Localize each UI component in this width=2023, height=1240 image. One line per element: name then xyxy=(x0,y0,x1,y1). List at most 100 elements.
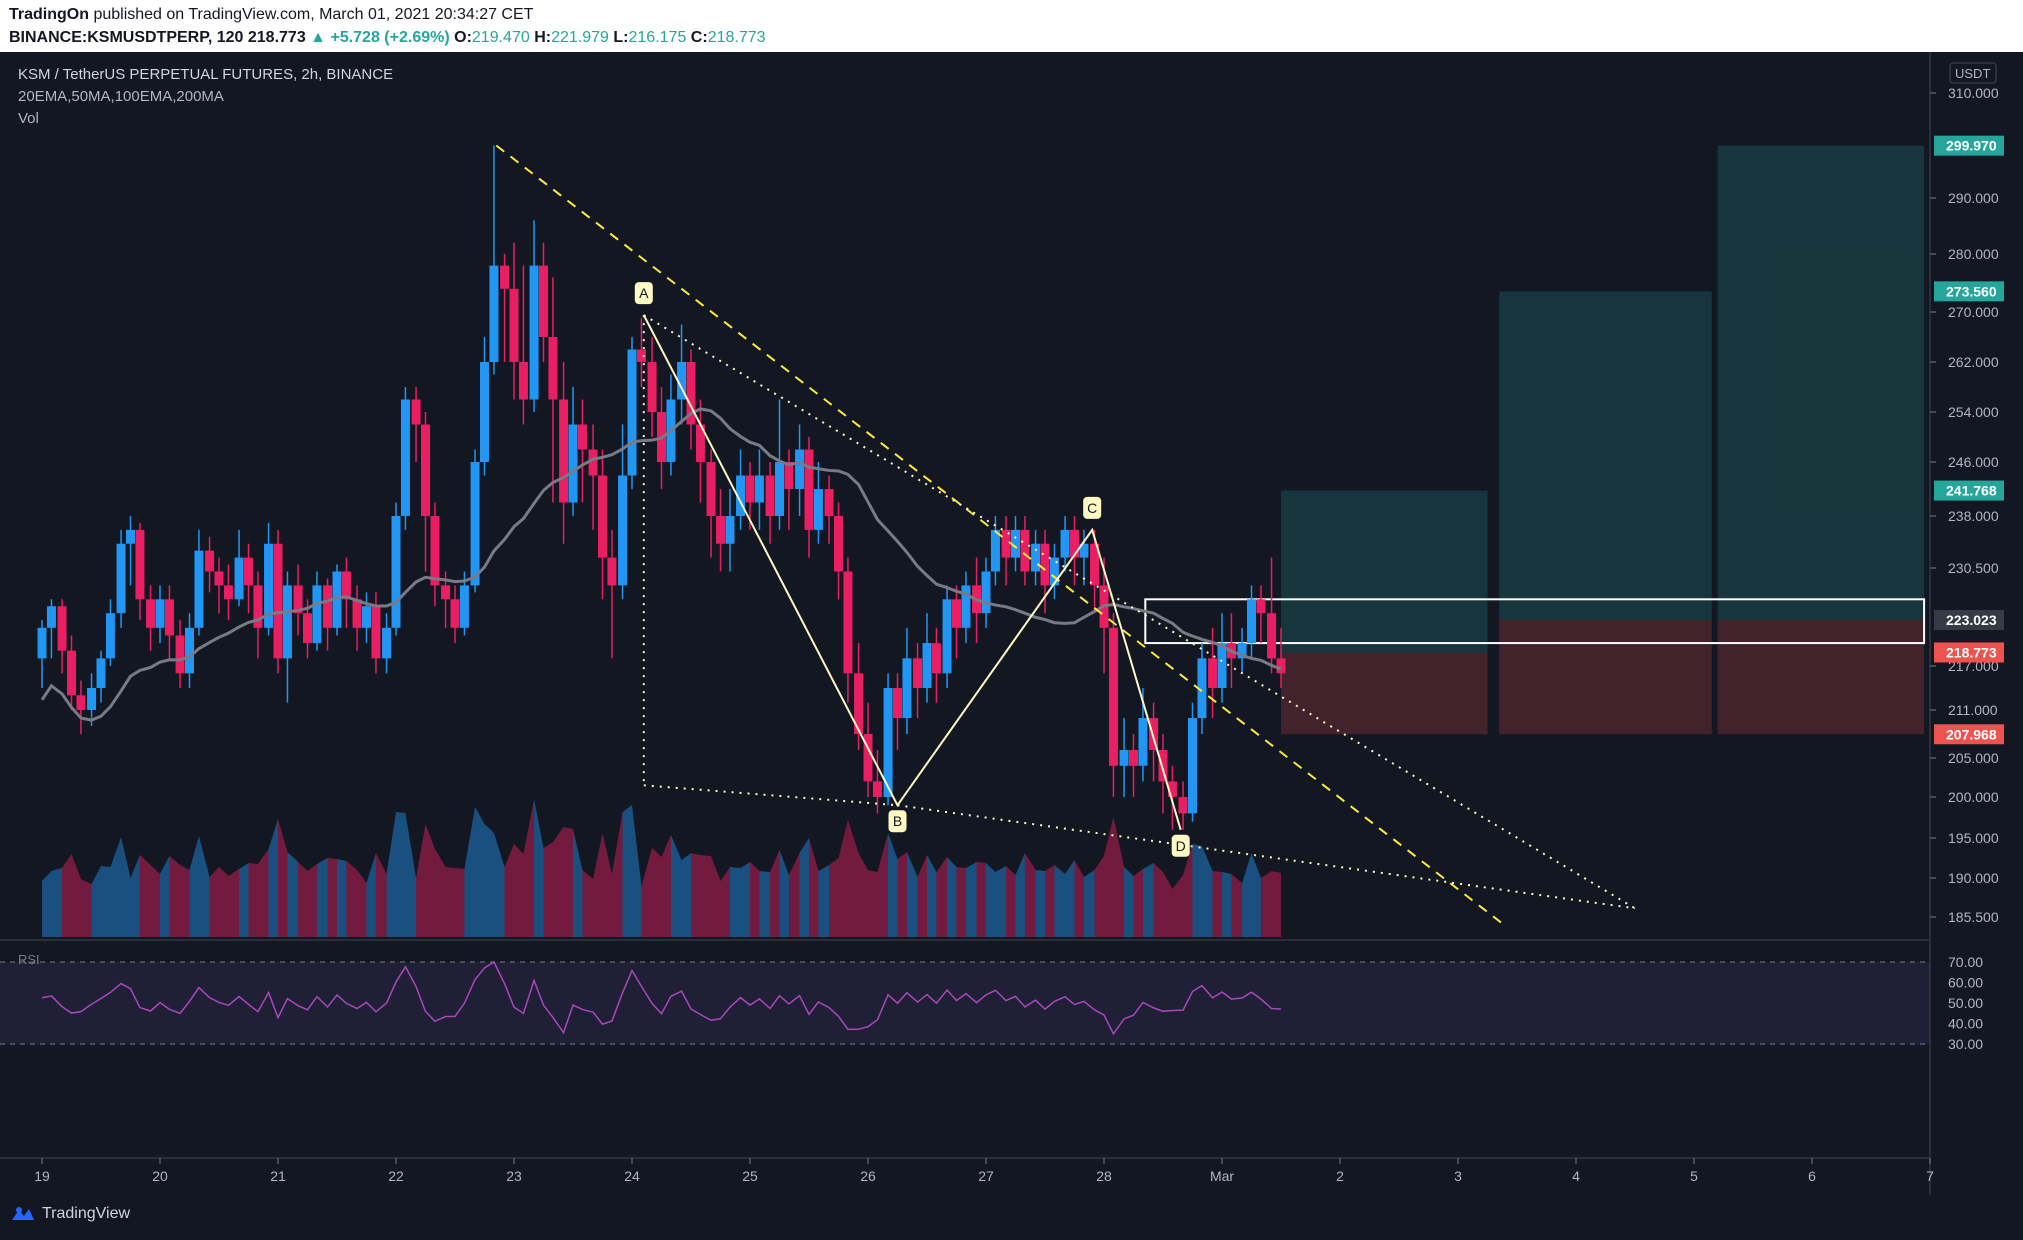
price-axis: 310.000 290.000 280.000 270.000 262.000 254.0… xyxy=(1930,62,2004,1052)
candle-body xyxy=(126,529,135,544)
candle-body xyxy=(411,399,421,425)
candle-body xyxy=(264,543,274,628)
candle-body xyxy=(175,635,185,674)
candle-body xyxy=(824,489,834,516)
rsi-label[interactable]: RSI xyxy=(18,952,40,967)
candle-body xyxy=(459,585,469,628)
volume-bar xyxy=(720,867,730,937)
price-tick-label: 246.000 xyxy=(1948,454,1999,470)
volume-layer xyxy=(42,799,1281,937)
candle-body xyxy=(745,475,755,503)
time-tick-label: 7 xyxy=(1926,1168,1934,1184)
candle-body xyxy=(1129,750,1138,766)
volume-bar xyxy=(337,859,347,937)
volume-bar xyxy=(770,850,780,937)
candle-body xyxy=(1079,543,1089,558)
price-tick-label: 270.000 xyxy=(1948,304,1999,320)
volume-bar xyxy=(248,863,258,937)
candle-body xyxy=(382,627,392,659)
volume-bar xyxy=(169,856,181,937)
volume-bar xyxy=(847,820,859,937)
candle-body xyxy=(46,606,56,628)
candle-body xyxy=(618,475,628,586)
price-tag xyxy=(1934,281,2004,302)
volume-bar xyxy=(759,871,771,937)
chart-title[interactable]: KSM / TetherUS PERPETUAL FUTURES, 2h, BI… xyxy=(18,66,394,83)
time-tick-label: 24 xyxy=(624,1168,640,1184)
volume-bar xyxy=(986,863,996,937)
candle-body xyxy=(223,585,233,600)
candle-body xyxy=(1158,750,1168,782)
volume-bar xyxy=(700,855,712,937)
candle-body xyxy=(1040,543,1050,586)
volume-bar xyxy=(1142,863,1154,937)
price-tick-label: 254.000 xyxy=(1948,404,1999,420)
tradingview-logo-icon xyxy=(12,1207,34,1220)
candle-body xyxy=(194,550,204,628)
price-tick-label: 211.000 xyxy=(1948,702,1998,718)
volume-bar xyxy=(632,805,642,937)
profit-zone xyxy=(1281,490,1488,653)
rsi-pane xyxy=(0,960,1930,1045)
volume-bar xyxy=(995,866,1007,937)
volume-bar xyxy=(858,853,868,937)
pattern-point-badge xyxy=(1083,496,1102,519)
volume-bar xyxy=(239,863,249,937)
candle-body xyxy=(67,650,76,696)
candle-body xyxy=(990,529,1000,572)
candle-body xyxy=(577,424,587,450)
candle-body xyxy=(185,627,194,674)
price-tick-label: 195.000 xyxy=(1948,830,1999,846)
candle-body xyxy=(1217,643,1227,688)
volume-bar xyxy=(1045,865,1055,937)
volume-bar xyxy=(947,857,957,937)
trend-line xyxy=(495,144,1506,927)
candle-body xyxy=(500,265,510,289)
candle-body xyxy=(450,599,460,628)
volume-bar xyxy=(976,862,986,937)
currency-badge xyxy=(1949,62,1997,84)
price-tick-label: 262.000 xyxy=(1948,354,1999,370)
volume-bar xyxy=(1133,869,1143,937)
volume-bar xyxy=(661,835,671,937)
volume-bar xyxy=(1083,870,1095,937)
candle-body xyxy=(164,599,174,636)
volume-bar xyxy=(514,844,524,937)
currency-label: USDT xyxy=(1955,66,1990,81)
close-value: 218.773 xyxy=(707,29,766,46)
volume-legend[interactable]: Vol xyxy=(18,110,39,127)
candle-body xyxy=(1178,797,1188,814)
candle-body xyxy=(913,658,923,688)
last-price: 218.773 xyxy=(247,29,306,46)
moving-average-line xyxy=(40,407,1282,722)
volume-bar xyxy=(1006,866,1016,937)
candle-body xyxy=(480,362,489,462)
volume-bar xyxy=(110,837,122,937)
candle-body xyxy=(893,688,902,718)
indicator-list[interactable]: 20EMA,50MA,100EMA,200MA xyxy=(18,88,224,105)
candle-body xyxy=(765,475,775,516)
tradingview-brand[interactable]: TradingView xyxy=(10,1205,130,1223)
time-axis: 19 20 21 22 23 24 25 26 27 28 Mar 2 3 4 5 6 7 xyxy=(34,1158,1934,1184)
candle-body xyxy=(1108,627,1118,766)
candle-body xyxy=(883,688,893,797)
volume-bar xyxy=(1015,853,1025,937)
candle-body xyxy=(636,349,646,362)
candle-body xyxy=(1149,718,1159,750)
volume-bar xyxy=(711,856,721,937)
volume-bar xyxy=(327,858,337,937)
volume-bar xyxy=(160,856,170,937)
candle-body xyxy=(1267,613,1277,659)
target-boxes xyxy=(1144,145,1926,735)
candle-body xyxy=(854,673,864,734)
volume-bar xyxy=(729,867,741,937)
price-chart[interactable]: A B C D 310.000 290.000 280.000 270.000 262.000… xyxy=(0,52,2023,1240)
candle-body xyxy=(1001,529,1011,558)
volume-bar xyxy=(956,867,966,937)
candle-body xyxy=(155,599,165,628)
publisher-name[interactable]: TradingOn xyxy=(9,6,89,23)
candle-body xyxy=(293,585,303,614)
volume-bar xyxy=(1074,860,1084,937)
candle-body xyxy=(952,599,961,628)
volume-bar xyxy=(1201,846,1213,937)
